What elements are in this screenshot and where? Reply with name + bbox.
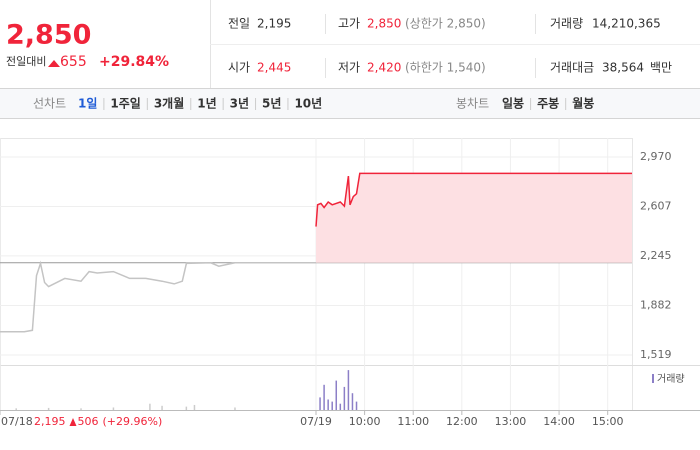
summary-price: 2,195 [34, 415, 66, 428]
x-tick-label: 07/18 [1, 415, 33, 428]
tab[interactable]: 1주일 [110, 97, 140, 111]
info-label: 시가 [228, 61, 250, 75]
price: 2,850 [6, 20, 91, 51]
volume-bar [335, 380, 338, 410]
summary-rate: (+29.96%) [103, 415, 163, 428]
volume-bar [149, 403, 151, 410]
volume-bar [193, 404, 196, 410]
info-note: (하한가 1,540) [405, 61, 486, 75]
change: 655 [60, 54, 87, 70]
tab-bar [0, 89, 700, 118]
tab-group-label: 봉차트 [456, 97, 489, 111]
volume-bar [331, 401, 333, 410]
x-tick-label: 10:00 [349, 415, 381, 428]
volume-bar [343, 386, 346, 410]
y-tick-label: 2,970 [640, 150, 672, 163]
volume-bar [47, 407, 50, 410]
volume-bar [355, 401, 358, 410]
volume-bar [347, 370, 350, 410]
chart: 1,519 1,882 2,245 2,607 2,970 07/18 07/19 10:00… [0, 138, 700, 428]
up-icon [69, 418, 77, 426]
area [316, 173, 632, 263]
volume-bar [80, 408, 82, 410]
summary-change: 506 [78, 415, 99, 428]
tab[interactable]: 주봉 [537, 97, 559, 111]
x-tick-label: 15:00 [592, 415, 624, 428]
x-tick-label: 14:00 [543, 415, 575, 428]
info-label: 거래량 [550, 17, 583, 31]
info-value: 2,420 [367, 61, 401, 75]
x-tick-label: 07/19 [300, 415, 332, 428]
volume-bar [15, 408, 17, 410]
y-tick-label: 1,519 [640, 348, 672, 361]
info-value: 14,210,365 [592, 17, 661, 31]
tab[interactable]: 1일 [78, 97, 97, 111]
y-tick-label: 1,882 [640, 298, 672, 311]
tab[interactable]: 5년 [262, 97, 281, 111]
info-label: 전일 [228, 17, 250, 31]
volume-bar [327, 399, 329, 410]
info-label: 고가 [338, 17, 360, 31]
info-value: 2,445 [257, 61, 291, 75]
x-tick-label: 11:00 [397, 415, 429, 428]
tab[interactable]: 3년 [230, 97, 249, 111]
volume-bar [323, 384, 325, 410]
up-icon [48, 60, 60, 67]
y-tick-label: 2,245 [640, 249, 672, 262]
info-value: 2,195 [257, 17, 291, 31]
x-tick-label: 12:00 [446, 415, 478, 428]
rate: +29.84% [99, 54, 169, 70]
info-label: 저가 [338, 61, 360, 75]
info-label: 거래대금 [550, 61, 594, 75]
legend-label: 거래량 [657, 373, 685, 385]
volume-bar [112, 407, 115, 410]
legend-swatch [652, 374, 654, 383]
info-value: 2,850 [367, 17, 401, 31]
info-note: (상한가 2,850) [405, 17, 486, 31]
tab[interactable]: 월봉 [572, 96, 594, 111]
volume-bar [185, 406, 188, 410]
volume-bar [319, 397, 321, 410]
tabs: 선차트 1일 1주일 3개월 1년 3년 5년 10년 봉차트 일봉 주봉 월봉 [33, 96, 594, 111]
tab[interactable]: 일봉 [502, 97, 524, 111]
tab-group-label: 선차트 [33, 97, 66, 111]
y-tick-label: 2,607 [640, 200, 672, 213]
tab[interactable]: 3개월 [154, 96, 184, 111]
info-value: 38,564 [602, 61, 644, 75]
x-tick-label: 13:00 [495, 415, 527, 428]
price-line [315, 172, 632, 227]
volume-bar [161, 405, 163, 410]
volume-bar [234, 407, 236, 410]
change-label: 전일대비 [6, 54, 46, 68]
price-line [0, 260, 316, 333]
tab[interactable]: 10년 [294, 97, 322, 111]
info-unit: 백만 [650, 61, 672, 75]
volume-bar [339, 403, 342, 410]
volume-bar [351, 393, 354, 410]
tab[interactable]: 1년 [197, 97, 216, 111]
